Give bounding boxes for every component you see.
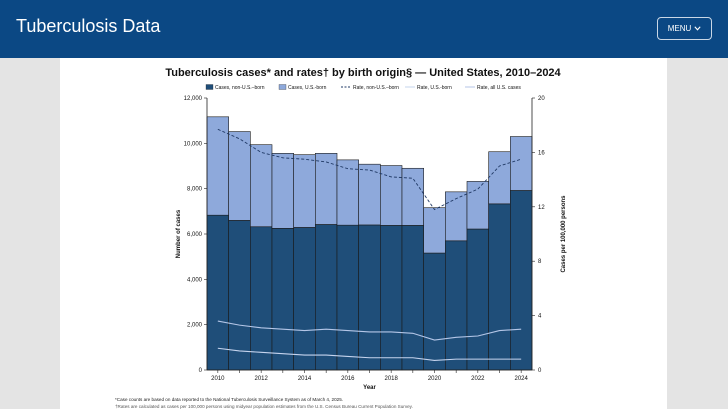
x-tick-label: 2012: [254, 376, 268, 382]
chart-title: Tuberculosis cases* and rates† by birth …: [165, 67, 561, 79]
bar-us-born-2023: [488, 151, 511, 205]
bar-non-us-born-2024: [510, 190, 533, 371]
x-tick-label: 2018: [384, 376, 398, 382]
footnote-2-wrapper: †Rates are calculated as cases per 100,0…: [115, 404, 535, 409]
bar-us-born-2018: [380, 165, 403, 226]
legend-swatch: [278, 84, 287, 90]
y-tick-label: 8,000: [187, 187, 203, 193]
x-tick-label: 2024: [514, 376, 528, 382]
legend-label: Cases, U.S.-born: [288, 85, 327, 91]
bar-us-born-2014: [293, 154, 316, 228]
y2-tick-label: 0: [538, 368, 542, 374]
y2-tick-label: 20: [538, 96, 545, 102]
bar-non-us-born-2015: [315, 224, 338, 371]
bar-us-born-2012: [250, 144, 273, 228]
y2-axis-title: Cases per 100,000 persons: [561, 195, 567, 273]
bar-us-born-2017: [358, 163, 381, 226]
chevron-down-icon: [694, 26, 701, 31]
line-rate-non-u-s-born: [217, 128, 522, 211]
bar-us-born-2019: [401, 167, 424, 226]
bar-non-us-born-2012: [250, 226, 273, 371]
line-rate-all-u-s-cases: [217, 320, 522, 341]
x-tick-label: 2020: [428, 376, 442, 382]
chart-legend: Cases, non-U.S.–born Cases, U.S.-born Rate…: [205, 84, 521, 91]
bar-us-born-2021: [445, 191, 468, 242]
bar-us-born-2016: [336, 159, 359, 226]
bar-non-us-born-2020: [423, 252, 446, 371]
top-navbar: Tuberculosis Data MENU: [0, 0, 728, 58]
menu-label: MENU: [667, 24, 692, 33]
y-tick-label: 6,000: [187, 232, 203, 238]
x-axis-title: Year: [363, 385, 376, 391]
legend-swatch: [205, 84, 214, 90]
bar-non-us-born-2021: [445, 240, 468, 371]
bar-non-us-born-2022: [466, 228, 489, 371]
y-tick-label: 10,000: [184, 141, 203, 147]
legend-label: Cases, non-U.S.–born: [215, 85, 265, 91]
bar-non-us-born-2013: [271, 228, 294, 371]
y-axis-title: Number of cases: [176, 209, 182, 258]
y-tick-label: 12,000: [184, 96, 203, 102]
bar-non-us-born-2011: [228, 220, 251, 371]
legend-label: Rate, U.S.-born: [417, 85, 452, 91]
y2-tick-label: 8: [538, 259, 542, 265]
footnote-1: *Case counts are based on data reported …: [115, 397, 344, 402]
bar-non-us-born-2019: [401, 225, 424, 371]
bar-us-born-2011: [228, 131, 251, 221]
footnote-2: †Rates are calculated as cases per 100,0…: [115, 404, 413, 409]
y-tick-label: 4,000: [187, 277, 203, 283]
axes: 0 2,000 4,000 6,000 8,000 10,000 12,000 0 4 8 12 16…: [176, 96, 567, 391]
x-tick-label: 2016: [341, 376, 355, 382]
bar-layer: [206, 116, 533, 371]
line-rate-u-s-born: [217, 347, 522, 362]
y2-tick-label: 12: [538, 205, 545, 211]
bar-us-born-2024: [510, 136, 533, 191]
legend-label: Rate, non-U.S.–born: [353, 85, 399, 91]
x-tick-label: 2014: [298, 376, 312, 382]
y2-tick-label: 4: [538, 314, 542, 320]
x-tick-label: 2022: [471, 376, 485, 382]
bar-non-us-born-2018: [380, 225, 403, 371]
bar-non-us-born-2014: [293, 227, 316, 371]
y2-tick-label: 16: [538, 150, 545, 156]
x-tick-label: 2010: [211, 376, 225, 382]
bar-non-us-born-2010: [206, 214, 229, 371]
bar-non-us-born-2016: [336, 224, 359, 371]
bar-us-born-2020: [423, 207, 446, 254]
bar-us-born-2010: [206, 116, 229, 216]
menu-button[interactable]: MENU: [657, 17, 712, 40]
bar-non-us-born-2023: [488, 203, 511, 371]
y-tick-label: 0: [199, 368, 203, 374]
bar-non-us-born-2017: [358, 224, 381, 371]
legend-label: Rate, all U.S. cases: [477, 85, 521, 91]
bar-us-born-2013: [271, 153, 294, 229]
line-layer: [217, 128, 522, 362]
y-tick-label: 2,000: [187, 323, 203, 329]
app-title: Tuberculosis Data: [16, 16, 161, 36]
